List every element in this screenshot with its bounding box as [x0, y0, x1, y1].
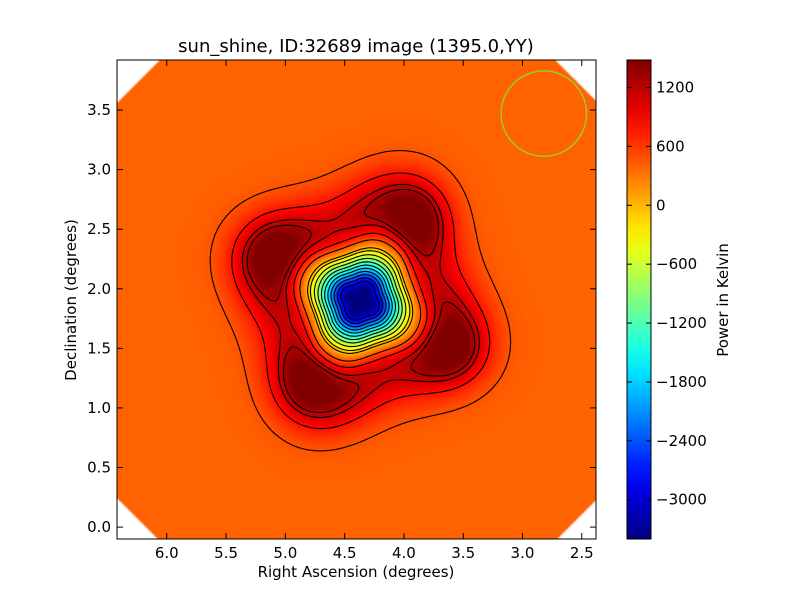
negative-contour-line	[330, 270, 390, 331]
heatmap-image	[117, 60, 596, 539]
x-tick-label: 3.5	[451, 544, 475, 562]
plot-frame	[116, 59, 597, 540]
y-axis-label: Declination (degrees)	[62, 219, 80, 381]
colorbar-ticks: 1200 600 0 −600 −1200 −1800 −2400 −3000	[627, 78, 707, 509]
negative-contour-line	[313, 254, 407, 348]
beam-circle-marker	[500, 70, 588, 158]
colorbar-tick-label: −1200	[656, 314, 707, 332]
y-tick-label: 3.5	[87, 101, 111, 119]
x-axis-ticks: 6.0 5.5 5.0 4.5 4.0 3.5 3.0 2.5	[155, 60, 594, 562]
y-axis-ticks: 0.0 0.5 1.0 1.5 2.0 2.5 3.0 3.5	[87, 101, 596, 536]
colorbar-tick-label: −2400	[656, 432, 707, 450]
plot-area	[116, 59, 597, 540]
x-tick-label: 4.5	[333, 544, 357, 562]
x-tick-label: 2.5	[570, 544, 594, 562]
colorbar-gradient	[627, 60, 651, 539]
negative-contour-line	[336, 277, 384, 325]
x-tick-label: 5.5	[214, 544, 238, 562]
x-tick-label: 5.0	[273, 544, 297, 562]
y-tick-label: 3.0	[87, 161, 111, 179]
negative-contour-line	[340, 280, 380, 321]
negative-contour-line	[333, 274, 387, 328]
contour-lines	[209, 150, 512, 452]
negative-contour-line	[317, 257, 403, 344]
colorbar-tick-label: 1200	[656, 78, 694, 96]
colorbar-tick-label: −1800	[656, 373, 707, 391]
y-tick-label: 2.0	[87, 280, 111, 298]
colorbar-label: Power in Kelvin	[714, 243, 732, 357]
colorbar-tick-label: −3000	[656, 491, 707, 509]
x-tick-label: 6.0	[155, 544, 179, 562]
colorbar: 1200 600 0 −600 −1200 −1800 −2400 −3000 Power i…	[626, 59, 732, 540]
negative-contour-line	[324, 264, 397, 337]
x-tick-label: 4.0	[392, 544, 416, 562]
y-tick-label: 0.0	[87, 518, 111, 536]
colorbar-tick-label: 600	[656, 137, 685, 155]
colorbar-tick-label: −600	[656, 255, 697, 273]
positive-contour-line	[307, 247, 414, 354]
colorbar-tick-label: 0	[656, 196, 666, 214]
negative-contour-line	[320, 261, 400, 341]
y-tick-label: 1.0	[87, 399, 111, 417]
x-tick-label: 3.0	[511, 544, 535, 562]
y-tick-label: 2.5	[87, 220, 111, 238]
positive-contour-line	[241, 183, 480, 418]
y-tick-label: 1.5	[87, 339, 111, 357]
negative-contour-line	[327, 267, 393, 334]
x-axis-label: Right Ascension (degrees)	[258, 563, 455, 581]
y-tick-label: 0.5	[87, 459, 111, 477]
positive-contour-line	[231, 172, 491, 430]
colorbar-frame	[626, 59, 652, 540]
positive-contour-line	[246, 188, 476, 414]
chart-title: sun_shine, ID:32689 image (1395.0,YY)	[178, 36, 534, 57]
negative-contour-line	[309, 250, 411, 352]
positive-contour-line	[209, 150, 512, 452]
